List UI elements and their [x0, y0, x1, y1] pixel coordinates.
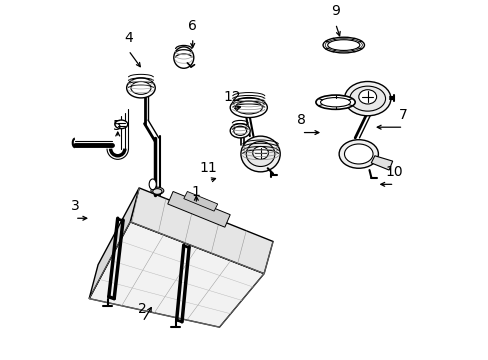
- Text: 8: 8: [297, 113, 305, 127]
- Ellipse shape: [241, 136, 280, 172]
- Ellipse shape: [246, 141, 274, 166]
- Polygon shape: [89, 188, 139, 298]
- Text: 9: 9: [330, 4, 339, 18]
- Ellipse shape: [323, 37, 364, 53]
- Text: 10: 10: [385, 165, 403, 179]
- Ellipse shape: [320, 98, 350, 107]
- Ellipse shape: [115, 120, 127, 129]
- Ellipse shape: [235, 101, 262, 114]
- Text: 4: 4: [124, 31, 133, 45]
- Ellipse shape: [131, 81, 151, 94]
- Ellipse shape: [149, 179, 156, 190]
- Polygon shape: [167, 192, 230, 227]
- Text: 2: 2: [138, 302, 147, 316]
- Ellipse shape: [358, 90, 376, 104]
- Ellipse shape: [151, 187, 163, 194]
- Text: 6: 6: [188, 19, 197, 32]
- Ellipse shape: [339, 140, 378, 168]
- Text: 11: 11: [200, 161, 217, 175]
- Polygon shape: [183, 192, 217, 211]
- Text: 5: 5: [113, 118, 122, 132]
- Ellipse shape: [327, 40, 359, 50]
- Ellipse shape: [152, 189, 162, 194]
- Text: 7: 7: [398, 108, 407, 122]
- Polygon shape: [89, 222, 264, 327]
- Ellipse shape: [252, 147, 268, 159]
- Ellipse shape: [315, 95, 354, 109]
- Ellipse shape: [230, 123, 250, 138]
- Ellipse shape: [126, 78, 155, 98]
- Polygon shape: [130, 188, 272, 274]
- Ellipse shape: [344, 81, 390, 116]
- Polygon shape: [370, 156, 392, 170]
- Ellipse shape: [233, 126, 246, 135]
- Text: 3: 3: [70, 199, 79, 213]
- Text: 1: 1: [191, 185, 200, 199]
- Ellipse shape: [349, 86, 385, 111]
- Ellipse shape: [230, 98, 267, 118]
- Ellipse shape: [173, 47, 193, 68]
- Text: 12: 12: [223, 90, 240, 104]
- Ellipse shape: [344, 144, 372, 164]
